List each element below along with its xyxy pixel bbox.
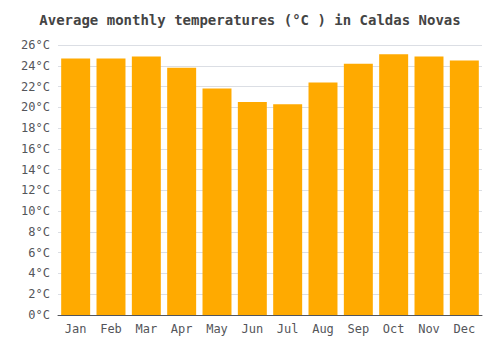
svg-text:26°C: 26°C xyxy=(21,38,50,52)
svg-text:Oct: Oct xyxy=(383,322,405,336)
svg-text:Jul: Jul xyxy=(277,322,299,336)
svg-text:Nov: Nov xyxy=(418,322,440,336)
svg-text:Apr: Apr xyxy=(171,322,193,336)
svg-text:10°C: 10°C xyxy=(21,204,50,218)
svg-text:8°C: 8°C xyxy=(28,225,50,239)
svg-text:Average monthly temperatures (: Average monthly temperatures (°C ) in Ca… xyxy=(39,12,460,28)
svg-text:14°C: 14°C xyxy=(21,163,50,177)
svg-text:May: May xyxy=(206,322,228,336)
svg-text:0°C: 0°C xyxy=(28,308,50,322)
svg-text:16°C: 16°C xyxy=(21,142,50,156)
svg-text:12°C: 12°C xyxy=(21,183,50,197)
svg-text:22°C: 22°C xyxy=(21,80,50,94)
svg-text:Jun: Jun xyxy=(241,322,263,336)
svg-text:6°C: 6°C xyxy=(28,246,50,260)
svg-text:18°C: 18°C xyxy=(21,121,50,135)
svg-text:Dec: Dec xyxy=(453,322,475,336)
svg-text:2°C: 2°C xyxy=(28,287,50,301)
svg-text:Jan: Jan xyxy=(65,322,87,336)
svg-text:Feb: Feb xyxy=(100,322,122,336)
svg-text:24°C: 24°C xyxy=(21,59,50,73)
svg-text:Mar: Mar xyxy=(135,322,157,336)
svg-text:Sep: Sep xyxy=(347,322,369,336)
svg-text:Aug: Aug xyxy=(312,322,334,336)
svg-text:4°C: 4°C xyxy=(28,266,50,280)
svg-text:20°C: 20°C xyxy=(21,100,50,114)
